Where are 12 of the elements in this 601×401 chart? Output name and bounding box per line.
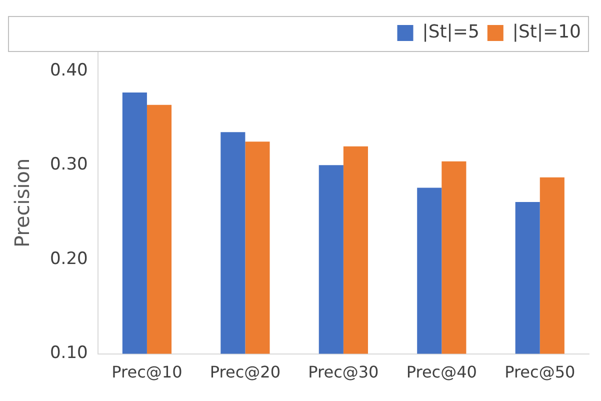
x-tick-label: Prec@30 bbox=[308, 362, 379, 382]
x-tick-label: Prec@50 bbox=[504, 362, 576, 382]
y-tick-label: 0.30 bbox=[50, 154, 88, 175]
legend-label: |St|=10 bbox=[512, 22, 582, 43]
x-tick-label: Prec@20 bbox=[210, 362, 280, 382]
x-tick-label: Prec@10 bbox=[112, 362, 182, 382]
legend-label: |St|=5 bbox=[422, 22, 480, 43]
x-tick-label: Prec@40 bbox=[406, 362, 477, 382]
y-axis-title: Precision bbox=[10, 158, 34, 248]
y-tick-label: 0.10 bbox=[50, 343, 88, 364]
y-tick-label: 0.20 bbox=[50, 248, 88, 269]
y-tick-label: 0.40 bbox=[50, 60, 88, 80]
